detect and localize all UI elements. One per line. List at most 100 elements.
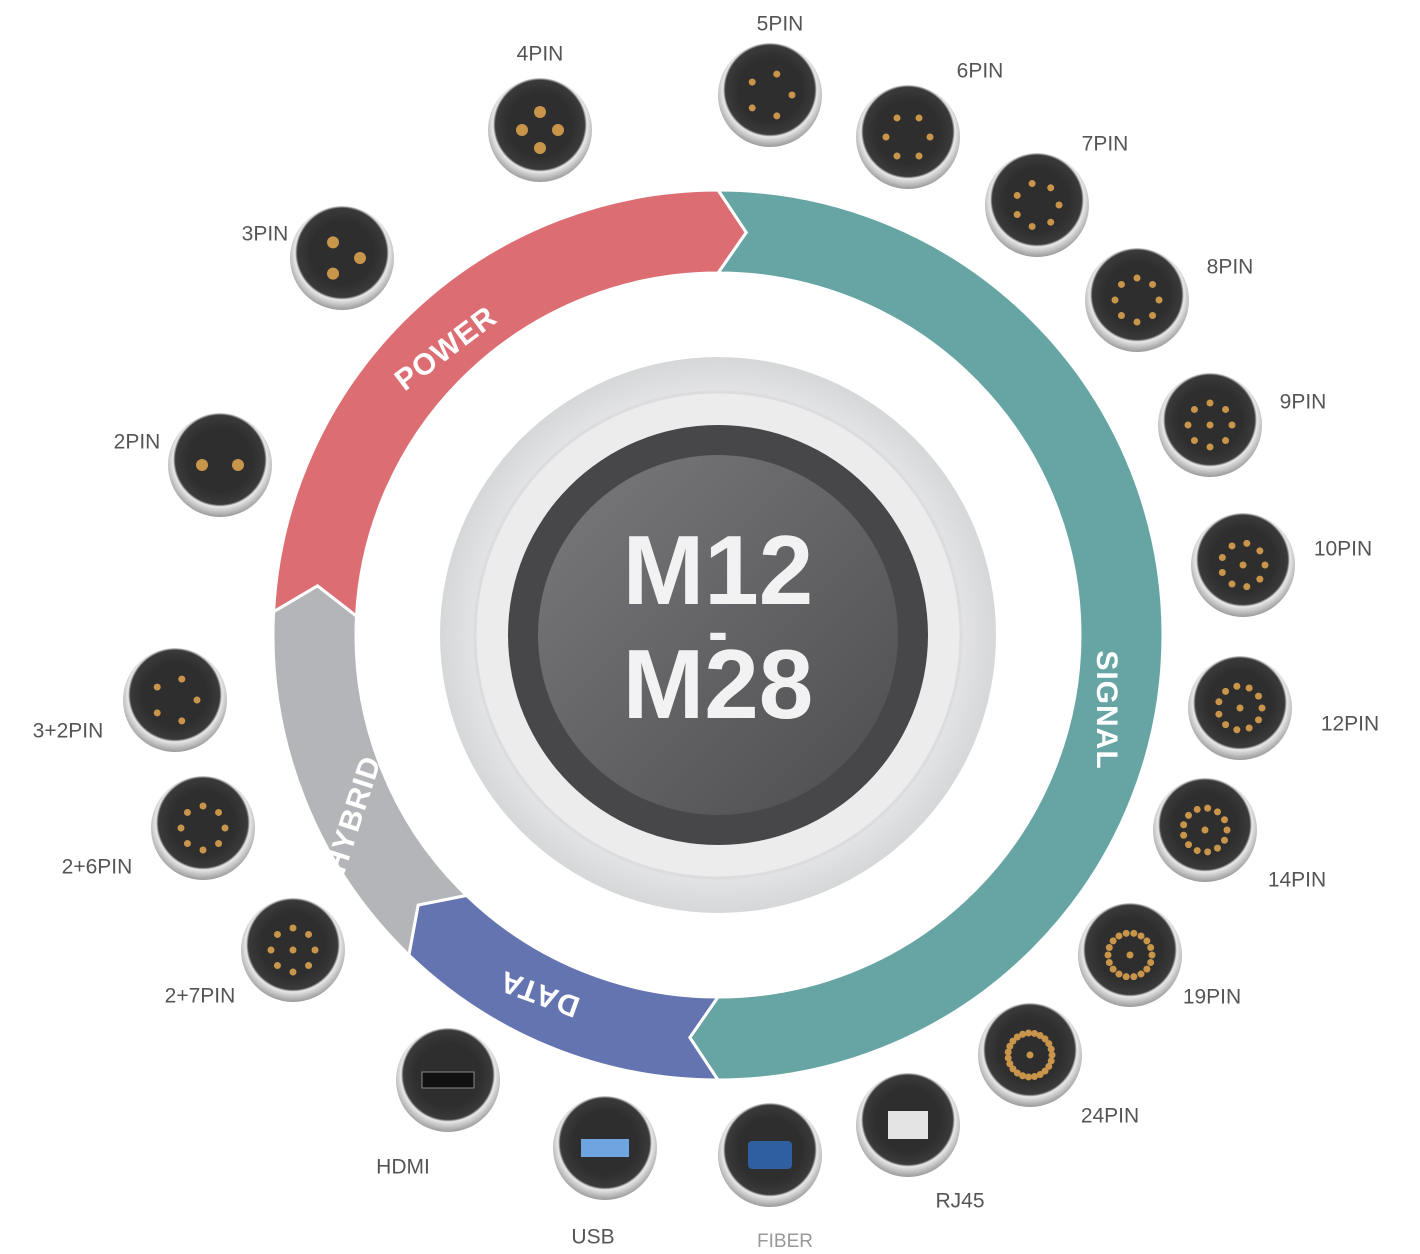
connector: 10PIN: [1191, 513, 1372, 617]
connector: HDMI: [376, 1028, 500, 1179]
pin: [894, 153, 901, 160]
hub: M12 - M28: [440, 357, 996, 913]
pin: [1219, 554, 1226, 561]
pin: [1243, 583, 1250, 590]
pin: [894, 114, 901, 121]
pin: [1014, 211, 1021, 218]
pin: [1112, 297, 1119, 304]
pin: [1229, 422, 1236, 429]
port: [888, 1111, 928, 1139]
connector-body: [718, 43, 822, 147]
pin: [274, 931, 281, 938]
pin: [1255, 693, 1262, 700]
pin: [1056, 202, 1063, 209]
connector: FIBER: [718, 1103, 822, 1252]
connector-label: 12PIN: [1321, 713, 1379, 736]
connector-label: 3+2PIN: [33, 720, 104, 743]
pin: [1237, 705, 1244, 712]
pin: [1207, 422, 1214, 429]
pin: [1110, 937, 1117, 944]
pin: [154, 684, 161, 691]
pin: [1127, 952, 1134, 959]
pin: [1191, 406, 1198, 413]
pin: [1118, 281, 1125, 288]
pin: [1123, 930, 1130, 937]
pin: [1246, 684, 1253, 691]
pin: [290, 925, 297, 932]
pin: [1214, 845, 1221, 852]
pin: [1259, 705, 1266, 712]
pin: [1185, 422, 1192, 429]
pin: [1143, 966, 1150, 973]
pin: [1048, 1046, 1055, 1053]
connector: 12PIN: [1188, 656, 1379, 760]
pin: [1123, 973, 1130, 980]
pin: [305, 962, 312, 969]
pin: [1118, 312, 1125, 319]
port: [748, 1141, 792, 1169]
pin: [200, 803, 207, 810]
pin: [1207, 400, 1214, 407]
pin: [1143, 937, 1150, 944]
pin: [178, 717, 185, 724]
pin: [516, 124, 528, 136]
port: [581, 1139, 629, 1157]
connector-body: [856, 85, 960, 189]
pin: [327, 236, 339, 248]
pin: [927, 134, 934, 141]
connector-label: 7PIN: [1082, 133, 1129, 156]
pin: [749, 79, 756, 86]
pin: [1185, 812, 1192, 819]
pin: [1222, 721, 1229, 728]
connector: 19PIN: [1078, 903, 1241, 1009]
pin: [290, 947, 297, 954]
pin: [1202, 827, 1209, 834]
pin: [1031, 1073, 1038, 1080]
pin: [1027, 1052, 1034, 1059]
pin: [1185, 841, 1192, 848]
pin: [916, 153, 923, 160]
connector-label: 3PIN: [242, 223, 289, 246]
connector: 9PIN: [1158, 373, 1326, 477]
pin: [1246, 725, 1253, 732]
connector: USB: [553, 1096, 657, 1249]
pin: [1014, 192, 1021, 199]
connector-label: RJ45: [935, 1190, 984, 1213]
connector-label: 2+7PIN: [165, 985, 236, 1008]
connector-label: 19PIN: [1183, 986, 1241, 1009]
pin: [215, 809, 222, 816]
pin: [1116, 971, 1123, 978]
connector-body: [985, 153, 1089, 257]
pin: [1047, 219, 1054, 226]
pin: [305, 931, 312, 938]
pin: [1049, 1052, 1056, 1059]
pin: [1221, 816, 1228, 823]
pin: [200, 847, 207, 854]
connector-body: [168, 413, 272, 517]
port: [422, 1072, 474, 1088]
pin: [552, 124, 564, 136]
pin: [1222, 437, 1229, 444]
pin: [184, 840, 191, 847]
pin: [1134, 275, 1141, 282]
pin: [789, 92, 796, 99]
connector: 2+7PIN: [165, 898, 345, 1008]
pin: [1130, 930, 1137, 937]
pin: [1156, 297, 1163, 304]
pin: [1105, 952, 1112, 959]
pin: [883, 134, 890, 141]
connector-label: 5PIN: [757, 13, 804, 36]
pin: [1255, 716, 1262, 723]
pin: [232, 459, 244, 471]
pin: [1106, 944, 1113, 951]
connector: 2+6PIN: [62, 776, 255, 880]
pin: [312, 947, 319, 954]
connector-body: [488, 78, 592, 182]
pin: [215, 840, 222, 847]
pin: [1207, 444, 1214, 451]
pin: [1147, 944, 1154, 951]
pin: [178, 825, 185, 832]
pin: [1233, 726, 1240, 733]
connector: 3PIN: [242, 206, 394, 310]
pin: [1240, 562, 1247, 569]
